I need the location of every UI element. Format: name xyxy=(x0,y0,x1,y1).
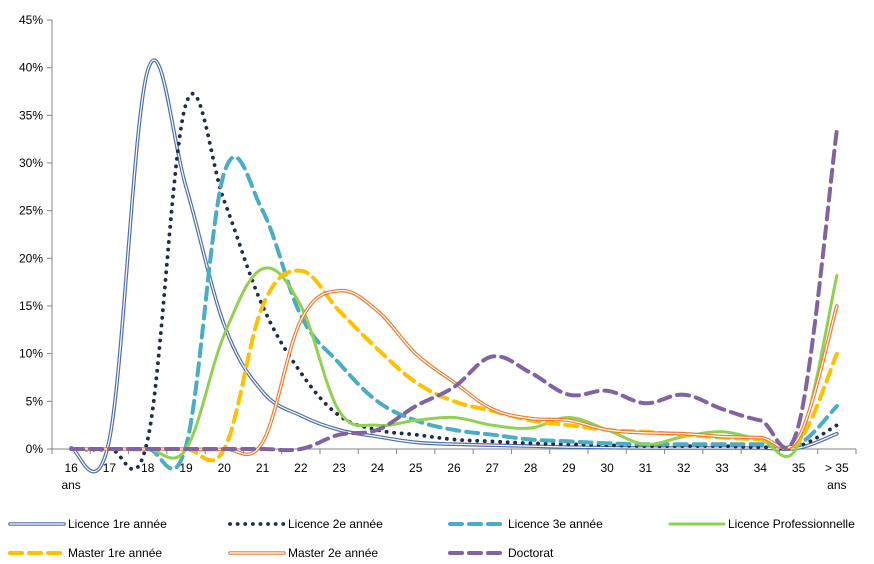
series-line-doctorat xyxy=(69,127,839,453)
y-tick-label: 40% xyxy=(19,61,43,75)
y-axis: 0% 5% 10% 15% 20% 25% 30% 35% 40% 45% xyxy=(19,13,53,456)
x-tick-label: > 35 xyxy=(825,461,849,475)
x-tick-label: 24 xyxy=(371,461,385,475)
series-line-licence-2e-annee xyxy=(69,91,839,472)
legend-label-licence-1re-annee: Licence 1re année xyxy=(68,517,167,531)
x-tick-label: 35 xyxy=(792,461,806,475)
legend-label-licence-3e-annee: Licence 3e année xyxy=(508,517,603,531)
legend-label-licence-professionnelle: Licence Professionnelle xyxy=(728,517,855,531)
series-line-licence-3e-annee xyxy=(69,154,839,471)
x-axis: 16 ans 17 18 19 20 21 22 23 24 25 26 27 28 29 30 31 32 33 3… xyxy=(51,448,857,492)
x-tick-label: 18 xyxy=(141,461,155,475)
x-tick-label: 34 xyxy=(754,461,768,475)
series-line-master-1re-annee xyxy=(69,268,839,463)
y-tick-label: 10% xyxy=(19,347,43,361)
x-tick-label: 32 xyxy=(677,461,691,475)
y-tick-label: 5% xyxy=(26,394,44,408)
series-line-licence-1re-annee xyxy=(69,58,839,474)
y-tick-label: 30% xyxy=(19,156,43,170)
y-tick-label: 0% xyxy=(26,442,44,456)
x-tick-label: 28 xyxy=(524,461,538,475)
x-tick-label: 21 xyxy=(256,461,270,475)
legend-label-master-2e-annee: Master 2e année xyxy=(288,546,378,560)
x-tick-label: 20 xyxy=(218,461,232,475)
y-tick-label: 15% xyxy=(19,299,43,313)
series-layer xyxy=(69,58,839,474)
legend-label-licence-2e-annee: Licence 2e année xyxy=(288,517,383,531)
series-line-licence-professionnelle xyxy=(69,266,839,460)
x-tick-label: 30 xyxy=(600,461,614,475)
legend: Licence 1re année Licence 2e année Licence… xyxy=(8,517,855,560)
y-tick-label: 35% xyxy=(19,108,43,122)
x-tick-label: ans xyxy=(827,478,846,492)
y-tick-label: 45% xyxy=(19,13,43,27)
x-tick-label: 16 xyxy=(64,461,78,475)
x-tick-label: 25 xyxy=(409,461,423,475)
x-tick-label: 31 xyxy=(639,461,653,475)
x-tick-label: 26 xyxy=(447,461,461,475)
x-tick-label: 19 xyxy=(179,461,193,475)
y-tick-label: 25% xyxy=(19,204,43,218)
x-tick-label: 33 xyxy=(715,461,729,475)
y-tick-label: 20% xyxy=(19,251,43,265)
legend-label-master-1re-annee: Master 1re année xyxy=(68,546,162,560)
x-tick-label: 27 xyxy=(486,461,500,475)
x-tick-label: 23 xyxy=(332,461,346,475)
x-tick-label: 17 xyxy=(103,461,117,475)
x-tick-label: 29 xyxy=(562,461,576,475)
x-tick-label: 22 xyxy=(294,461,308,475)
x-tick-label: ans xyxy=(61,478,80,492)
legend-label-doctorat: Doctorat xyxy=(508,546,554,560)
